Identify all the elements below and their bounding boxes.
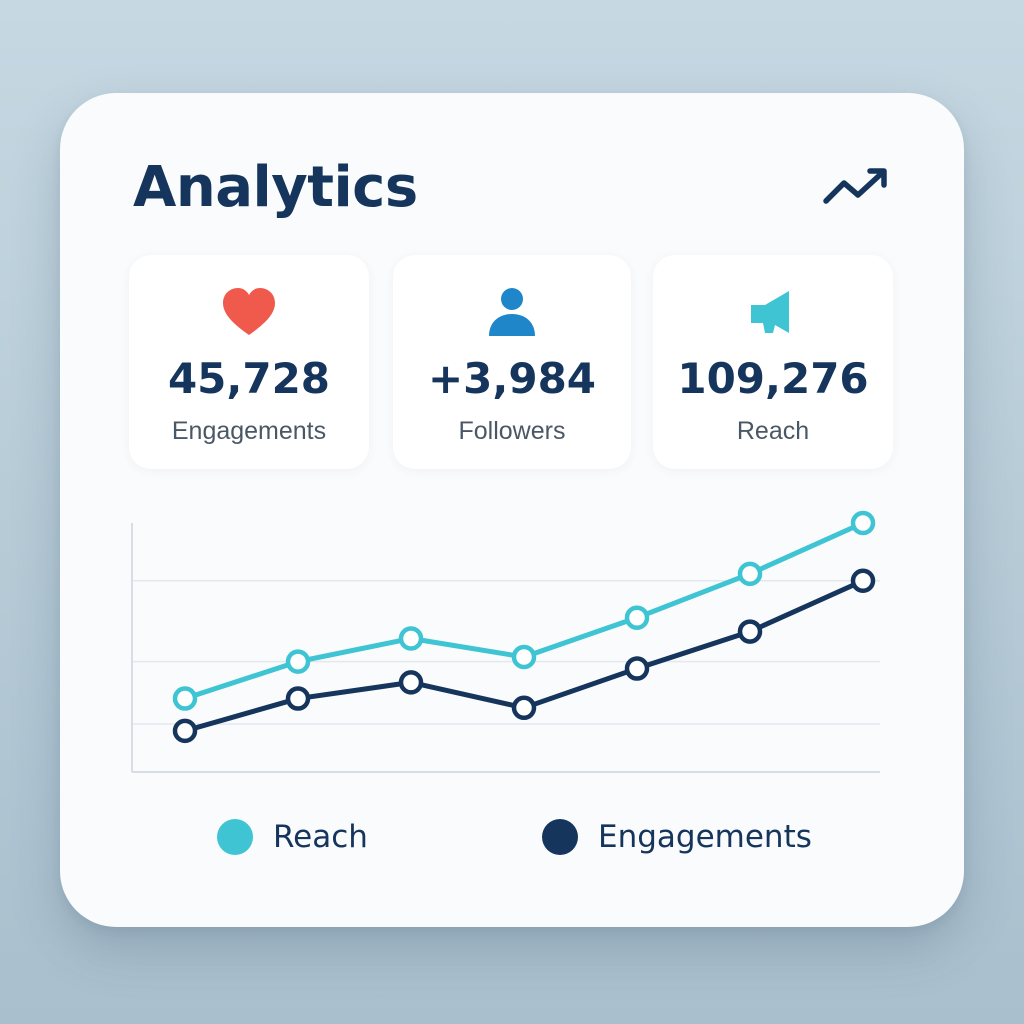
data-point-reach (511, 644, 537, 670)
trending-up-icon[interactable] (822, 163, 898, 211)
data-point-reach (850, 510, 876, 536)
data-point-reach (285, 649, 311, 674)
data-point-engagements (511, 695, 537, 721)
series-line-engagements (182, 578, 866, 734)
legend-label-engagements: Engagements (598, 819, 812, 855)
data-point-reach (624, 605, 650, 630)
data-point-engagements (624, 656, 650, 681)
legend-swatch-reach (217, 819, 253, 855)
legend-swatch-engagements (542, 819, 578, 855)
data-point-engagements (172, 718, 198, 744)
data-point-engagements (398, 670, 424, 695)
legend-item-engagements: Engagements (542, 815, 812, 859)
reach-label: Reach (736, 417, 810, 445)
stat-card-reach: 109,276 Reach (653, 255, 893, 469)
analytics-card: Analytics 45,728 Engagements +3,984 Foll… (60, 93, 964, 927)
engagements-label: Engagements (171, 417, 327, 445)
data-point-reach (398, 626, 424, 651)
engagements-value: 45,728 (167, 354, 331, 403)
legend-item-reach: Reach (217, 815, 368, 859)
legend-label-reach: Reach (273, 819, 368, 855)
stat-card-engagements: 45,728 Engagements (129, 255, 369, 469)
data-point-reach (172, 686, 198, 711)
followers-label: Followers (458, 417, 566, 445)
data-point-engagements (737, 619, 763, 644)
followers-value: +3,984 (427, 354, 597, 403)
stat-card-followers: +3,984 Followers (393, 255, 631, 469)
series-line-reach (182, 520, 866, 702)
data-point-engagements (850, 568, 876, 593)
data-point-reach (737, 561, 763, 587)
megaphone-icon (751, 291, 789, 333)
page-title: Analytics (133, 155, 418, 220)
heart-icon (223, 288, 275, 335)
reach-value: 109,276 (677, 354, 869, 403)
data-point-engagements (285, 686, 311, 711)
user-icon (489, 288, 535, 336)
